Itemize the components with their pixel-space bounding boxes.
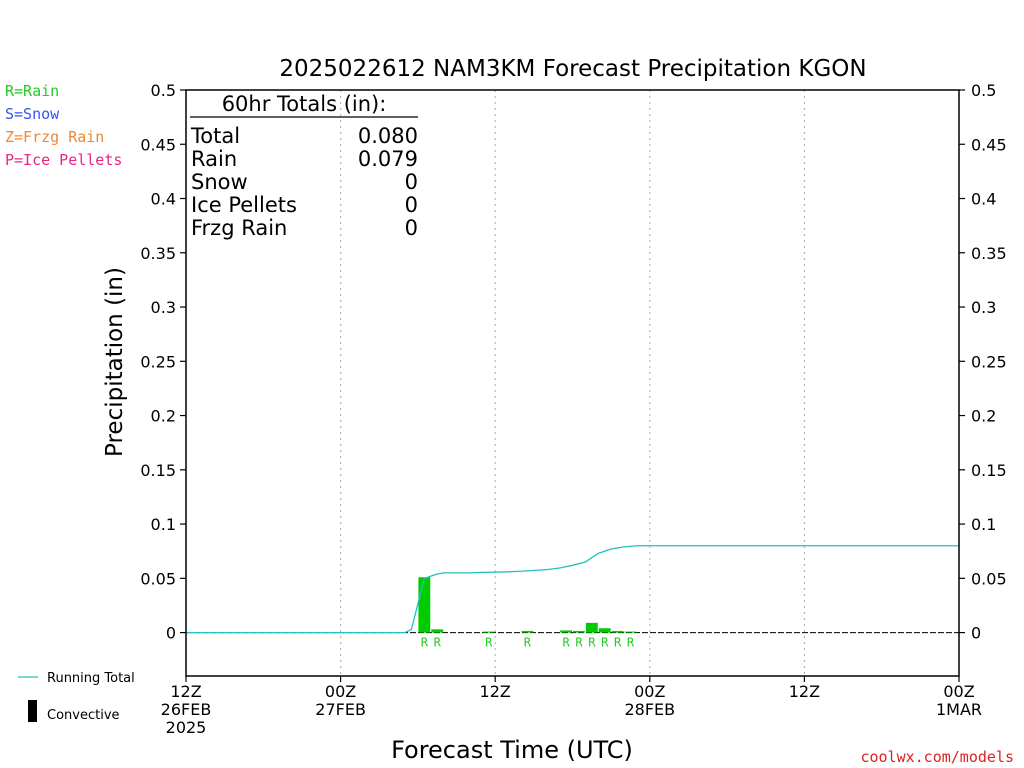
y-tick-label: 0.5	[151, 81, 176, 100]
precip-type-label: R	[588, 636, 596, 650]
y-tick-label-right: 0.5	[971, 81, 996, 100]
x-tick-label: 1MAR	[936, 700, 982, 719]
precip-type-label: R	[627, 636, 635, 650]
y-tick-label-right: 0.35	[971, 244, 1007, 263]
convective-legend-label: Convective	[47, 708, 120, 723]
y-tick-label: 0.4	[151, 190, 176, 209]
y-tick-label-right: 0.2	[971, 407, 996, 426]
totals-row-value: 0	[405, 216, 418, 240]
series-legend: Running Total Convective	[18, 671, 135, 723]
x-tick-label: 28FEB	[624, 700, 675, 719]
y-tick-label: 0.25	[140, 352, 176, 371]
plot-frame	[185, 89, 960, 677]
y-tick-label: 0.1	[151, 515, 176, 534]
totals-box: 60hr Totals (in): Total 0.080 Rain 0.079 Snow…	[190, 92, 418, 240]
precip-bar	[431, 629, 444, 633]
totals-row-value: 0.079	[358, 147, 418, 171]
y-tick-label: 0.05	[140, 569, 176, 588]
totals-row-label: Frzg Rain	[191, 216, 287, 240]
y-tick-label: 0.3	[151, 298, 176, 317]
precip-type-legend: R=Rain S=Snow Z=Frzg Rain P=Ice Pellets	[5, 82, 122, 169]
precip-type-label: R	[485, 636, 493, 650]
precip-bar	[573, 630, 585, 633]
y-tick-label-right: 0.15	[971, 461, 1007, 480]
type-legend-item: P=Ice Pellets	[5, 151, 122, 169]
totals-row-value: 0.080	[358, 124, 418, 148]
totals-heading: 60hr Totals (in):	[222, 92, 387, 116]
y-tick-label: 0.35	[140, 244, 176, 263]
running-total-line	[186, 545, 959, 634]
y-tick-label-right: 0.05	[971, 569, 1007, 588]
precip-bar	[482, 631, 495, 633]
precip-bar	[521, 630, 534, 633]
type-legend-item: S=Snow	[5, 105, 60, 123]
precip-bar	[418, 577, 431, 633]
y-tick-label: 0	[166, 624, 176, 643]
precip-bar	[560, 630, 572, 633]
y-tick-label-right: 0.3	[971, 298, 996, 317]
precip-type-label: R	[575, 636, 583, 650]
totals-row-value: 0	[405, 193, 418, 217]
y-tick-label-right: 0.1	[971, 515, 996, 534]
precip-type-label: R	[421, 636, 429, 650]
totals-row-value: 0	[405, 170, 418, 194]
x-tick-label: 2025	[166, 718, 207, 737]
x-tick-label: 12Z	[480, 682, 511, 701]
precip-bar	[585, 622, 598, 633]
x-tick-label: 12Z	[170, 682, 201, 701]
totals-row-label: Snow	[191, 170, 248, 194]
totals-row-label: Ice Pellets	[191, 193, 297, 217]
totals-row-label: Total	[190, 124, 240, 148]
running-total-legend-label: Running Total	[47, 671, 135, 686]
y-axis-label: Precipitation (in)	[102, 267, 128, 457]
x-tick-label: 00Z	[325, 682, 356, 701]
precip-type-label: R	[562, 636, 570, 650]
chart-title: 2025022612 NAM3KM Forecast Precipitation…	[279, 56, 866, 82]
precip-type-label: R	[601, 636, 609, 650]
y-tick-label: 0.15	[140, 461, 176, 480]
precip-bar	[624, 631, 637, 633]
precip-bar	[611, 630, 624, 633]
x-tick-label: 26FEB	[161, 700, 212, 719]
y-tick-label-right: 0	[971, 624, 981, 643]
precip-type-label: R	[434, 636, 442, 650]
x-tick-label: 00Z	[943, 682, 974, 701]
x-tick-label: 12Z	[789, 682, 820, 701]
totals-row-label: Rain	[191, 147, 237, 171]
y-tick-label: 0.45	[140, 135, 176, 154]
y-tick-label-right: 0.45	[971, 135, 1007, 154]
precip-type-label: R	[614, 636, 622, 650]
credit-text: coolwx.com/models	[860, 748, 1014, 766]
x-tick-label: 00Z	[634, 682, 665, 701]
type-legend-item: R=Rain	[5, 82, 59, 100]
type-legend-item: Z=Frzg Rain	[5, 128, 104, 146]
precip-type-label: R	[524, 636, 532, 650]
y-tick-label: 0.2	[151, 407, 176, 426]
x-axis-label: Forecast Time (UTC)	[391, 736, 633, 764]
convective-swatch	[28, 700, 37, 722]
y-tick-label-right: 0.25	[971, 352, 1007, 371]
precip-bar	[598, 628, 611, 633]
y-tick-label-right: 0.4	[971, 190, 996, 209]
x-tick-label: 27FEB	[315, 700, 366, 719]
